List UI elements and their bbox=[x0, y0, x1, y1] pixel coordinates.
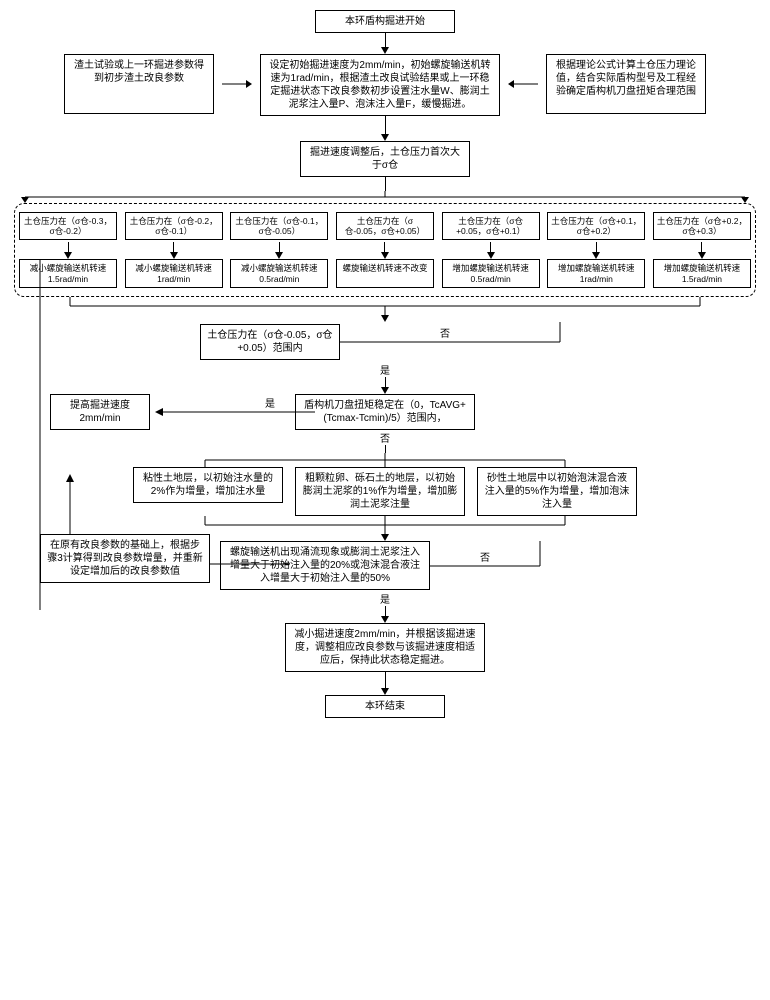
end-node: 本环结束 bbox=[325, 695, 445, 718]
recalc-params: 在原有改良参数的基础上，根据步骤3计算得到改良参数增量，并重新设定增加后的改良参… bbox=[40, 534, 210, 583]
soil-fanout bbox=[135, 453, 635, 467]
after-adjust: 掘进速度调整后，土仓压力首次大于σ仓 bbox=[300, 141, 470, 177]
left-connect bbox=[210, 559, 310, 569]
label-yes: 是 bbox=[376, 362, 394, 377]
inputs-row: 渣土试验或上一环掘进参数得到初步渣土改良参数 设定初始掘进速度为2mm/min，… bbox=[10, 54, 760, 116]
no-right-loop: 否 bbox=[430, 541, 550, 591]
soil-gravel: 粗颗粒卵、砾石土的地层，以初始膨润土泥浆的1%作为增量，增加膨润土泥浆注量 bbox=[295, 467, 465, 516]
soil-sand: 砂性土地层中以初始泡沫混合液注入量的5%作为增量，增加泡沫注入量 bbox=[477, 467, 637, 516]
pressure-action: 螺旋输送机转速不改变 bbox=[336, 259, 434, 287]
increase-speed: 提高掘进速度2mm/min bbox=[50, 394, 150, 430]
arrow-right-icon bbox=[222, 54, 252, 114]
arrow-left-icon bbox=[508, 54, 538, 114]
pressure-action: 减小螺旋输送机转速1rad/min bbox=[125, 259, 223, 287]
pressure-range: 土仓压力在（σ仓+0.1，σ仓+0.2） bbox=[547, 212, 645, 240]
pressure-range: 土仓压力在（σ仓-0.05，σ仓+0.05） bbox=[336, 212, 434, 240]
fanin bbox=[15, 297, 755, 315]
pressure-range: 土仓压力在（σ仓-0.3，σ仓-0.2） bbox=[19, 212, 117, 240]
no-loop-right: 否 bbox=[340, 322, 570, 362]
soil-types-row: 粘性土地层，以初始注水量的2%作为增量，增加注水量 粗颗粒卵、砾石土的地层，以初… bbox=[10, 467, 760, 516]
pressure-range: 土仓压力在（σ仓+0.2，σ仓+0.3） bbox=[653, 212, 751, 240]
soil-fanin bbox=[135, 516, 635, 534]
fanout-top bbox=[15, 191, 755, 203]
pressure-action: 增加螺旋输送机转速0.5rad/min bbox=[442, 259, 540, 287]
pressure-action: 增加螺旋输送机转速1.5rad/min bbox=[653, 259, 751, 287]
svg-text:否: 否 bbox=[480, 552, 490, 564]
pressure-range: 土仓压力在（σ仓+0.05，σ仓+0.1） bbox=[442, 212, 540, 240]
left-input: 渣土试验或上一环掘进参数得到初步渣土改良参数 bbox=[64, 54, 214, 114]
torque-check: 盾构机刀盘扭矩稳定在（0，TcAVG+(Tcmax-Tcmin)/5）范围内， bbox=[295, 394, 475, 430]
center-setup: 设定初始掘进速度为2mm/min，初始螺旋输送机转速为1rad/min，根据渣土… bbox=[260, 54, 500, 116]
left-feedback-line bbox=[30, 260, 50, 610]
right-input: 根据理论公式计算土仓压力理论值，结合实际盾构型号及工程经验确定盾构机刀盘扭矩合理… bbox=[546, 54, 706, 114]
pressure-range: 土仓压力在（σ仓-0.1，σ仓-0.05） bbox=[230, 212, 328, 240]
pressure-actions-row: 减小螺旋输送机转速1.5rad/min 减小螺旋输送机转速1rad/min 减小… bbox=[19, 259, 751, 287]
pressure-action: 增加螺旋输送机转速1rad/min bbox=[547, 259, 645, 287]
pressure-range: 土仓压力在（σ仓-0.2，σ仓-0.1） bbox=[125, 212, 223, 240]
pressure-action: 减小螺旋输送机转速0.5rad/min bbox=[230, 259, 328, 287]
label-no: 否 bbox=[376, 430, 394, 445]
pressure-ranges-row: 土仓压力在（σ仓-0.3，σ仓-0.2） 土仓压力在（σ仓-0.2，σ仓-0.1… bbox=[19, 212, 751, 240]
pressure-adjust-group: 土仓压力在（σ仓-0.3，σ仓-0.2） 土仓压力在（σ仓-0.2，σ仓-0.1… bbox=[14, 203, 756, 297]
pressure-check: 土仓压力在（σ仓-0.05，σ仓+0.05）范围内 bbox=[200, 324, 340, 360]
label-yes: 是 bbox=[376, 591, 394, 606]
label-no: 否 bbox=[440, 328, 450, 340]
yes-left-arrow: 是 bbox=[155, 392, 315, 432]
svg-text:是: 是 bbox=[265, 398, 275, 410]
soil-clay: 粘性土地层，以初始注水量的2%作为增量，增加注水量 bbox=[133, 467, 283, 503]
start-node: 本环盾构掘进开始 bbox=[315, 10, 455, 33]
reduce-speed: 减小掘进速度2mm/min，并根据该掘进速度，调整相应改良参数与该掘进速度相适应… bbox=[285, 623, 485, 672]
